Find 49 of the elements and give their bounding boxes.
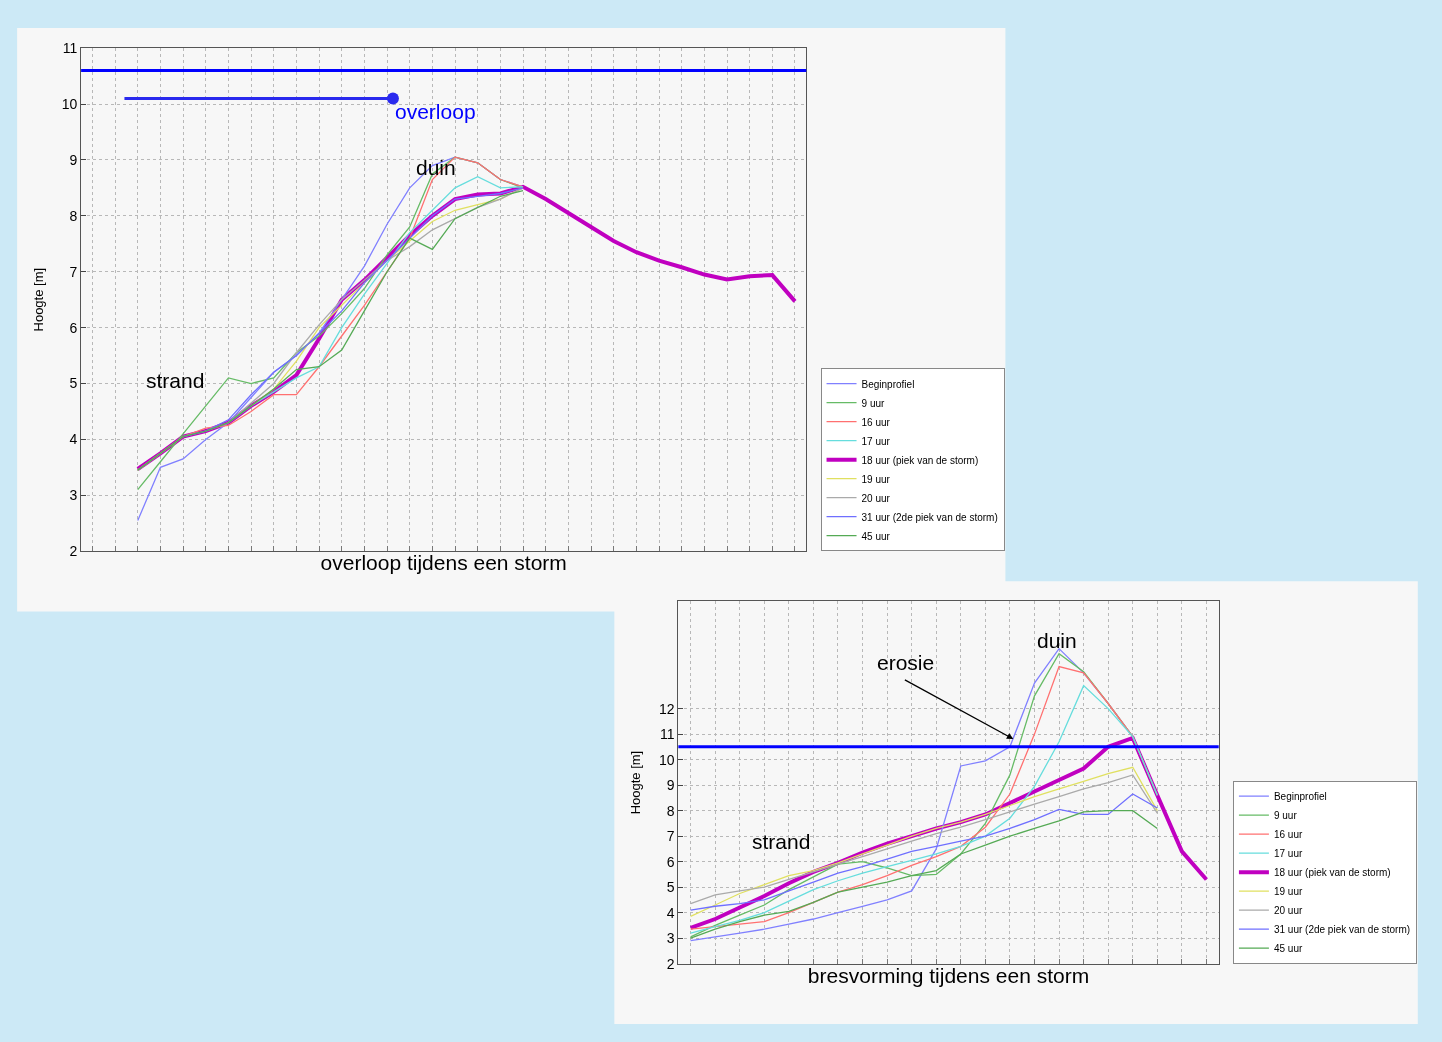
legend-label: 18 uur (piek van de storm) [1273,867,1391,879]
legend-label: 31 uur (2de piek van de storm) [1273,924,1411,936]
legend-label: 45 uur [861,530,891,542]
annotation: overloop [395,100,476,123]
legend-label: 16 uur [861,416,891,428]
legend-label: 19 uur [861,473,891,485]
y-tick-label: 6 [69,319,78,336]
y-tick-label: 10 [658,751,675,768]
y-tick-label: 3 [69,487,78,504]
annotation: duin [1037,629,1077,652]
y-tick-label: 6 [666,853,675,870]
annotation: strand [752,830,811,853]
legend-label: 17 uur [1273,848,1303,860]
legend-label: 16 uur [1273,829,1303,841]
y-tick-label: 5 [69,375,78,392]
legend-label: 9 uur [861,397,885,409]
y-tick-label: 12 [658,700,675,717]
y-tick-label: 3 [666,930,675,947]
legend-label: 45 uur [1273,943,1303,955]
y-tick-label: 11 [62,40,78,57]
y-tick-label: 5 [666,879,675,896]
y-tick-label: 8 [69,207,78,224]
y-tick-label: 10 [61,95,78,112]
y-tick-label: 9 [69,151,78,168]
legend-label: Beginprofiel [1273,791,1327,803]
y-tick-label: 7 [69,263,78,280]
legend-label: 20 uur [1273,905,1303,917]
legend-label: 31 uur (2de piek van de storm) [861,511,998,523]
y-tick-label: 9 [666,777,675,794]
annotation: strand [146,369,205,392]
legend-label: 19 uur [1273,886,1303,898]
legend-label: Beginprofiel [861,378,915,390]
legend-label: 17 uur [861,435,891,447]
y-tick-label: 4 [69,431,78,448]
y-tick-label: 11 [659,726,675,742]
y-tick-label: 4 [666,904,675,921]
legend-label: 20 uur [861,492,891,504]
y-tick-label: 8 [666,802,675,819]
y-tick-label: 2 [69,543,78,560]
y-tick-label: 2 [666,955,675,972]
x-axis-title: bresvorming tijdens een storm [807,963,1090,987]
y-axis-title: Hoogte [m] [30,267,46,332]
y-tick-label: 7 [666,828,675,845]
annotation: duin [416,156,456,179]
legend-label: 18 uur (piek van de storm) [861,454,979,466]
y-axis-title: Hoogte [m] [627,750,643,815]
legend-label: 9 uur [1273,810,1298,822]
x-axis-title: overloop tijdens een storm [320,551,567,575]
annotation: erosie [877,651,935,674]
